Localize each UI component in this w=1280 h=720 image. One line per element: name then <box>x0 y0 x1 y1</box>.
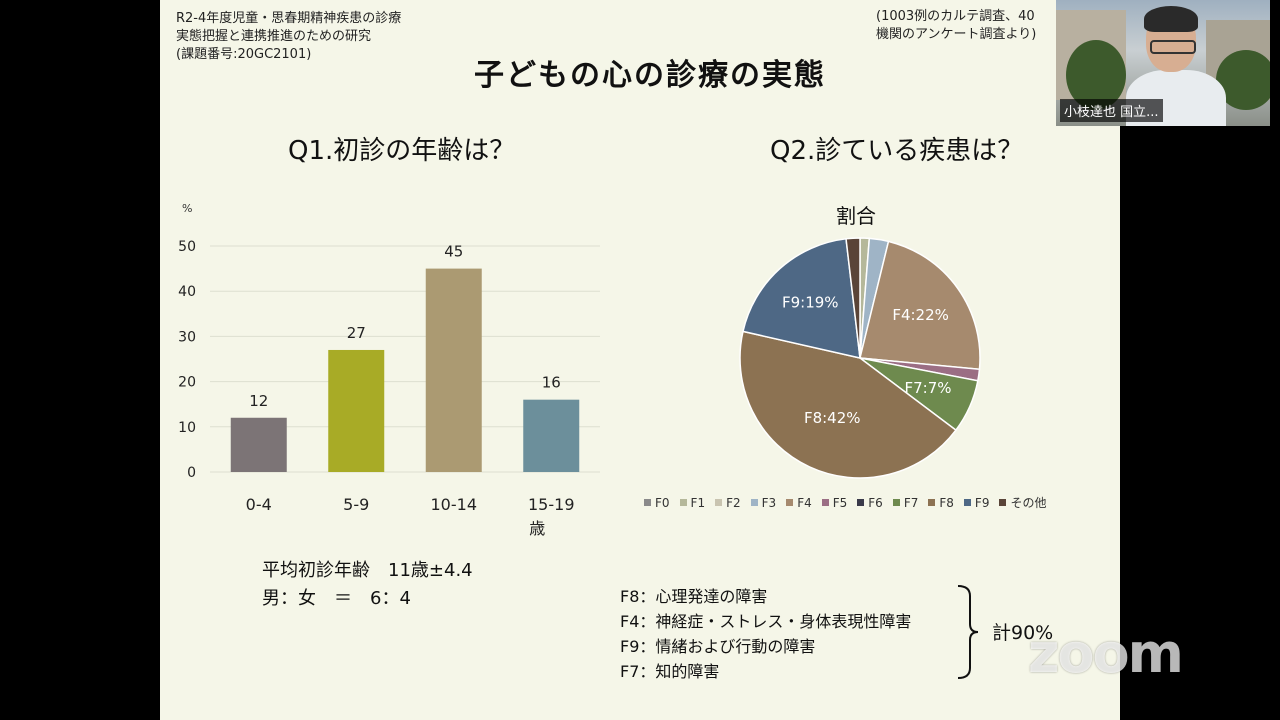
participant-video-tile[interactable]: 小枝達也 国立... <box>1056 0 1270 126</box>
legend-label: その他 <box>1010 496 1047 510</box>
legend-item: F9 <box>963 494 990 511</box>
average-age: 平均初診年齢 11歳±4.4 <box>262 560 473 581</box>
bar-value-label: 12 <box>249 392 268 410</box>
legend-label: F6 <box>868 495 883 510</box>
legend-swatch <box>679 499 687 506</box>
bar <box>230 417 287 472</box>
slide-title: 子どもの心の診療の実態 <box>474 58 826 93</box>
legend-swatch <box>999 499 1007 506</box>
source-note: (1003例のカルテ調査、40 機関のアンケート調査より) <box>876 8 1036 44</box>
legend-swatch <box>750 499 758 506</box>
legend-label: F2 <box>726 495 741 510</box>
x-axis-unit: 歳 <box>529 519 545 538</box>
bar-value-label: 27 <box>347 324 366 342</box>
legend-item: F8 <box>928 494 954 511</box>
x-category-label: 0-4 <box>246 495 272 514</box>
pie-slice <box>739 330 957 479</box>
pie-slice-label: F9:19% <box>782 294 839 312</box>
y-tick-label: 20 <box>178 375 196 391</box>
disease-pie-chart: F4:22% F7:7% F8:42% F9:19% <box>739 237 981 479</box>
y-tick-label: 50 <box>178 239 196 255</box>
legend-item: F2 <box>715 494 741 511</box>
pie-slice-label: F8:42% <box>804 409 861 427</box>
x-category-label: 10-14 <box>431 495 478 514</box>
project-info-line: R2-4年度児童・思春期精神疾患の診療 <box>176 11 402 26</box>
q1-title: Q1.初診の年齢は？ <box>288 136 516 166</box>
background-tree <box>1066 40 1126 110</box>
note-f7: F7：知的障害 <box>620 662 720 681</box>
legend-swatch <box>928 499 936 506</box>
project-info-line: 実態把握と連携推進のための研究 <box>176 29 372 44</box>
source-note-line: 機関のアンケート調査より) <box>876 27 1037 42</box>
legend-item: F6 <box>857 494 883 511</box>
diagnosis-notes: F8：心理発達の障害 F4：神経症・ストレス・身体表現性障害 F9：情緒および行… <box>620 584 911 684</box>
q2-title: Q2.診ている疾患は？ <box>770 136 1024 166</box>
pie-slice <box>742 237 861 359</box>
legend-item: F0 <box>644 494 670 511</box>
y-tick-label: 30 <box>178 329 196 345</box>
legend-label: F5 <box>832 495 848 510</box>
zoom-watermark: zoom <box>1028 622 1184 685</box>
y-tick-label: 10 <box>178 420 196 436</box>
y-axis-unit: % <box>182 202 192 215</box>
legend-swatch <box>857 499 865 506</box>
legend-swatch <box>786 499 794 506</box>
presentation-slide: R2-4年度児童・思春期精神疾患の診療 実態把握と連携推進のための研究 (課題番… <box>160 0 1120 720</box>
legend-item: F3 <box>750 494 777 511</box>
person-hair <box>1144 6 1198 32</box>
total-percentage: 計90% <box>992 622 1054 644</box>
legend-item: F7 <box>892 494 919 511</box>
legend-swatch <box>963 499 971 506</box>
pie-legend: F0 F1 F2 F3 F4 F5 F6 F7 F8 F9 その他 <box>644 494 1046 511</box>
note-f4: F4：神経症・ストレス・身体表現性障害 <box>620 612 912 631</box>
project-info-line: (課題番号:20GC2101) <box>176 47 312 62</box>
bar <box>425 268 482 472</box>
y-tick-label: 0 <box>187 465 196 481</box>
legend-swatch <box>892 499 900 506</box>
bar-value-label: 45 <box>444 243 463 261</box>
source-note-line: (1003例のカルテ調査、40 <box>876 9 1035 24</box>
legend-item: F1 <box>679 494 706 511</box>
legend-label: F4 <box>797 495 812 510</box>
legend-item: その他 <box>999 494 1046 511</box>
legend-label: F7 <box>903 495 919 510</box>
pie-slice-label: F7:7% <box>904 379 951 397</box>
legend-item: F4 <box>786 494 812 511</box>
project-info: R2-4年度児童・思春期精神疾患の診療 実態把握と連携推進のための研究 (課題番… <box>176 10 401 64</box>
bar <box>523 399 580 472</box>
note-f8: F8：心理発達の障害 <box>620 587 768 606</box>
x-category-label: 5-9 <box>343 495 369 514</box>
legend-label: F9 <box>974 495 990 510</box>
bar-value-label: 16 <box>542 374 561 392</box>
pie-slice <box>845 237 861 359</box>
bar <box>328 349 385 472</box>
note-f9: F9：情緒および行動の障害 <box>620 637 816 656</box>
pie-title: 割合 <box>836 204 876 228</box>
bracket <box>957 585 979 679</box>
sex-ratio: 男：女 ＝ 6：4 <box>262 588 411 609</box>
legend-swatch <box>644 499 651 506</box>
legend-label: F3 <box>761 495 777 510</box>
legend-swatch <box>821 499 829 506</box>
participant-name: 小枝達也 国立... <box>1060 99 1163 122</box>
age-bar-chart: % 0 10 20 30 40 50 12 0-4 27 5-9 45 10-14 16 15-19 歳 <box>178 202 600 538</box>
y-tick-label: 40 <box>178 284 196 300</box>
person-glasses <box>1150 40 1196 54</box>
legend-label: F1 <box>690 495 706 510</box>
pie-slice-label: F4:22% <box>892 306 949 324</box>
pie-slice <box>859 240 981 371</box>
x-category-label: 15-19 <box>528 495 575 514</box>
legend-item: F5 <box>821 494 848 511</box>
legend-label: F8 <box>939 495 954 510</box>
legend-swatch <box>715 499 723 506</box>
legend-label: F0 <box>655 495 670 510</box>
